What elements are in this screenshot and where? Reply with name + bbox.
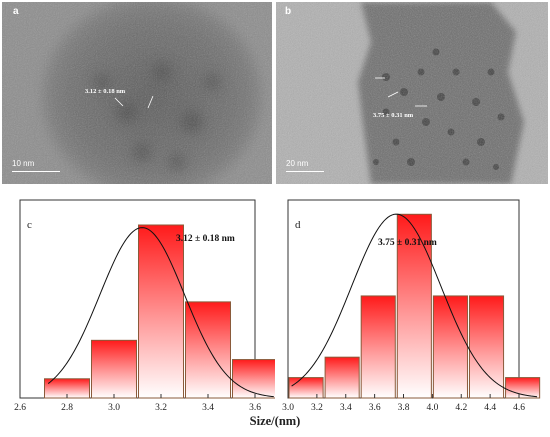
histogram-bar-c-1 [91,339,137,399]
plot-frame-c [19,199,256,399]
histogram-bar-d-0 [288,377,324,399]
scale-bar-b [286,171,324,172]
x-axis-label: Size/(nm) [249,414,301,428]
x-tick-label-c-1: 2.8 [61,403,73,413]
fit-annotation-d: 3.75 ± 0.31 nm [378,238,437,248]
histogram-bar-d-6 [505,377,541,399]
tem-image-a: a 3.12 ± 0.18 nm 10 nm [2,2,272,184]
x-tick-label-d-6: 4.2 [455,403,467,413]
x-tick-label-c-3: 3.2 [155,403,167,413]
tem-image-b-graphic [276,2,548,184]
x-tick-label-d-7: 4.4 [484,403,496,413]
x-tick-label-d-2: 3.4 [340,403,352,413]
histogram-bar-d-2 [360,295,396,399]
x-tick-label-d-3: 3.6 [369,403,381,413]
histogram-bar-d-5 [468,295,505,399]
size-annotation-a: 3.12 ± 0.18 nm [85,88,126,95]
panel-label-d: d [295,219,301,231]
histogram-c-svg: 2.6 2.8 3.0 3.2 3.4 3.6 c 3.12 ± 0.18 nm [14,199,278,413]
x-tick-label-d-4: 3.8 [398,403,410,413]
scale-bar-label-b: 20 nm [286,159,309,168]
x-tick-label-d-0: 3.0 [282,403,294,413]
gaussian-fit-curve-d [291,213,538,398]
x-tick-label-c-4: 3.4 [202,403,214,413]
histogram-d-svg: 3.0 3.2 3.4 3.6 3.8 4.0 4.2 4.4 4.6 d 3.75 ± 0.31 … [282,199,541,413]
histogram-d: 3.0 3.2 3.4 3.6 3.8 4.0 4.2 4.4 4.6 d 3.75 ± 0.31 … [275,196,550,414]
histogram-bar-c-2 [138,224,184,399]
tem-image-a-graphic [2,2,272,184]
tem-image-b: b 3.75 ± 0.31 nm 20 nm [276,2,548,184]
x-tick-label-c-2: 3.0 [108,403,120,413]
histogram-bar-d-1 [324,356,360,399]
x-tick-label-c-5: 3.6 [249,403,261,413]
panel-label-a: a [13,6,19,17]
panel-label-b: b [285,6,292,17]
scale-bar-label-a: 10 nm [12,159,35,168]
panel-label-c: c [27,219,32,231]
scale-bar-a [12,171,60,172]
histogram-bar-d-4 [432,295,468,399]
gaussian-fit-curve-c [47,227,274,398]
histogram-bar-c-4 [232,359,278,399]
x-tick-label-d-8: 4.6 [513,403,525,413]
x-tick-label-c-0: 2.6 [14,403,26,413]
size-annotation-b: 3.75 ± 0.31 nm [373,112,414,119]
histogram-bar-c-3 [185,301,231,399]
fit-annotation-c: 3.12 ± 0.18 nm [176,234,235,244]
histogram-bar-d-3 [396,213,432,399]
x-tick-label-d-5: 4.0 [426,403,438,413]
histogram-c: 2.6 2.8 3.0 3.2 3.4 3.6 c 3.12 ± 0.18 nm [0,196,278,414]
x-tick-label-d-1: 3.2 [311,403,323,413]
